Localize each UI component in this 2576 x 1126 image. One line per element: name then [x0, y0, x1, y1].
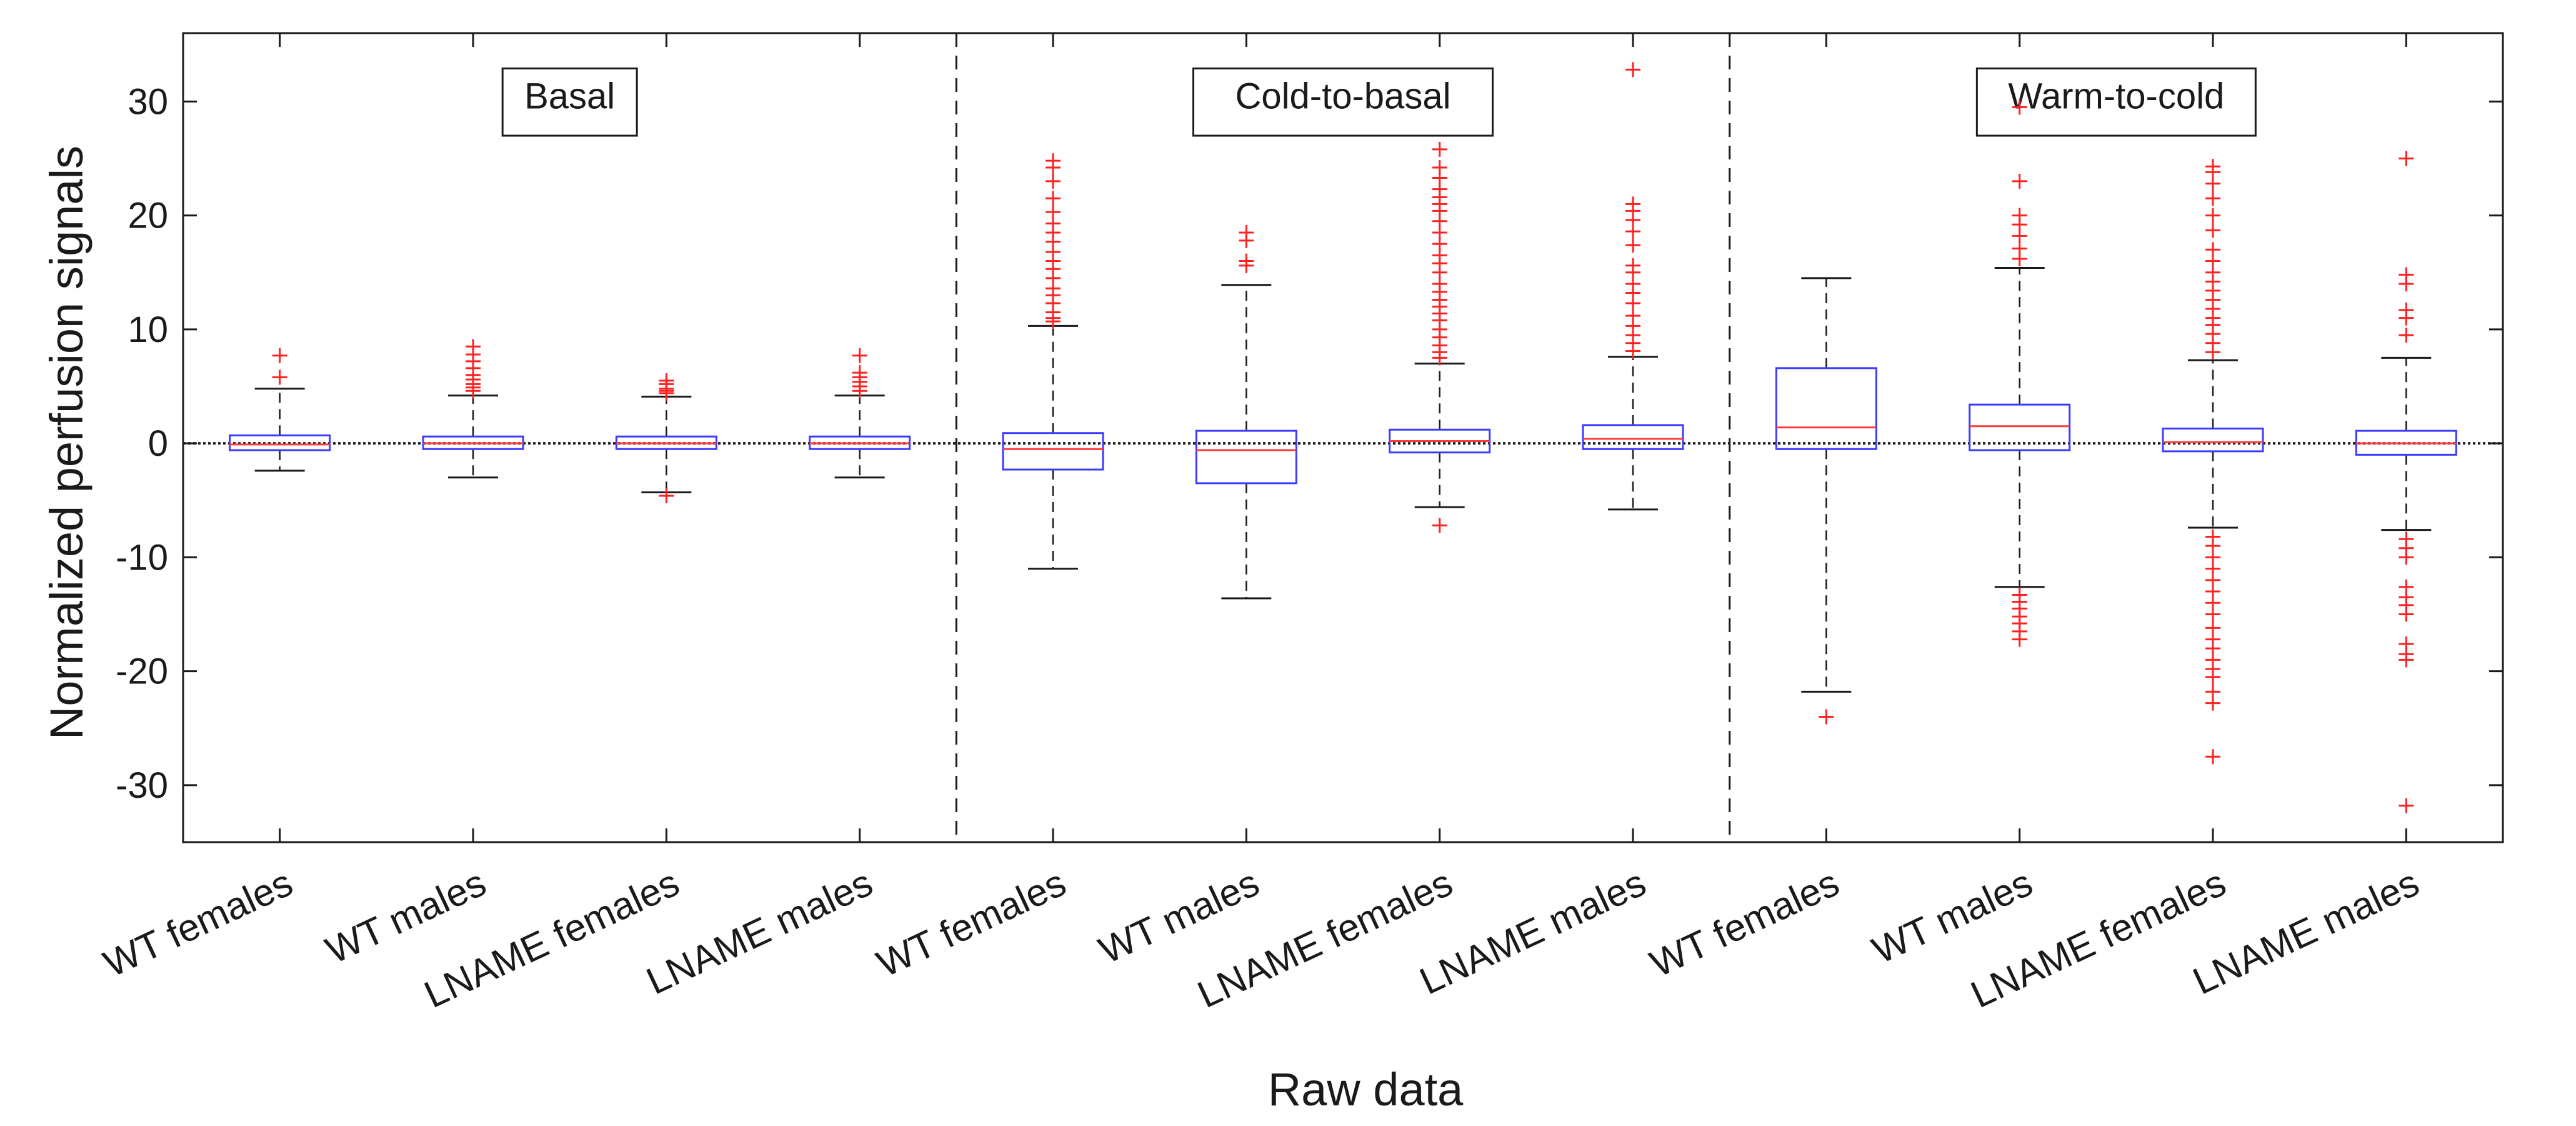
outlier-point [1046, 204, 1061, 220]
y-tick-label: 10 [127, 309, 168, 350]
group-title-box [1975, 67, 2257, 137]
box-iqr [1195, 430, 1297, 485]
y-tick-label: 0 [148, 423, 168, 464]
group-title: Basal [524, 76, 615, 116]
box-iqr [1969, 403, 2071, 451]
outlier-point [2399, 327, 2414, 343]
outlier-point [2205, 529, 2220, 545]
outlier-point [1432, 141, 1447, 157]
outlier-point [1046, 153, 1061, 169]
outlier-point [466, 339, 481, 354]
outlier-point [852, 365, 867, 381]
y-tick-label: 20 [127, 196, 168, 236]
outlier-point [1625, 308, 1640, 323]
outlier-point [1432, 518, 1447, 533]
y-axis-title: Normalized perfusion signals [41, 146, 92, 740]
outlier-point [2399, 531, 2414, 547]
y-tick-label: -20 [116, 651, 168, 692]
box-iqr [2162, 427, 2264, 453]
outlier-point [2399, 151, 2414, 166]
outlier-point [659, 373, 674, 388]
outlier-point [2205, 223, 2220, 238]
outlier-point [2205, 749, 2220, 765]
outlier-point [2205, 242, 2220, 258]
outlier-point [852, 348, 867, 363]
outlier-point [2399, 798, 2414, 813]
outlier-point [1625, 62, 1640, 78]
outlier-point [2205, 620, 2220, 636]
outlier-point [2012, 208, 2027, 223]
outlier-point [1625, 196, 1640, 212]
outlier-point [2012, 99, 2027, 115]
group-title: Cold-to-basal [1236, 76, 1451, 116]
outlier-point [1819, 709, 1834, 725]
group-title-box [1192, 67, 1494, 137]
y-tick-label: 30 [127, 81, 168, 122]
outlier-point [1239, 253, 1254, 269]
box-iqr [1582, 424, 1684, 450]
y-tick-label: -30 [116, 765, 168, 806]
outlier-point [2205, 208, 2220, 223]
box-iqr [229, 434, 331, 451]
outlier-point [2399, 636, 2414, 651]
outlier-point [2012, 587, 2027, 603]
outlier-point [2205, 191, 2220, 206]
outlier-point [1432, 160, 1447, 176]
outlier-point [1046, 173, 1061, 189]
outlier-point [1625, 237, 1640, 253]
outlier-point [659, 488, 674, 503]
outlier-point [2399, 267, 2414, 283]
plot-frame [182, 32, 2504, 843]
outlier-point [272, 369, 287, 385]
box-iqr [1002, 432, 1104, 471]
outlier-point [2399, 302, 2414, 318]
outlier-point [2012, 173, 2027, 189]
outlier-point [1239, 224, 1254, 240]
outlier-point [1046, 191, 1061, 206]
outlier-point [2205, 159, 2220, 174]
outlier-point [272, 348, 287, 363]
box-iqr [1775, 367, 1877, 450]
outlier-point [1625, 258, 1640, 273]
group-title: Warm-to-cold [2008, 76, 2224, 116]
outlier-point [2012, 241, 2027, 256]
x-axis-title: Raw data [1268, 1063, 1464, 1115]
outlier-point [2205, 684, 2220, 700]
outlier-point [2399, 579, 2414, 595]
y-tick-label: -10 [116, 537, 168, 578]
group-title-box [501, 67, 638, 137]
